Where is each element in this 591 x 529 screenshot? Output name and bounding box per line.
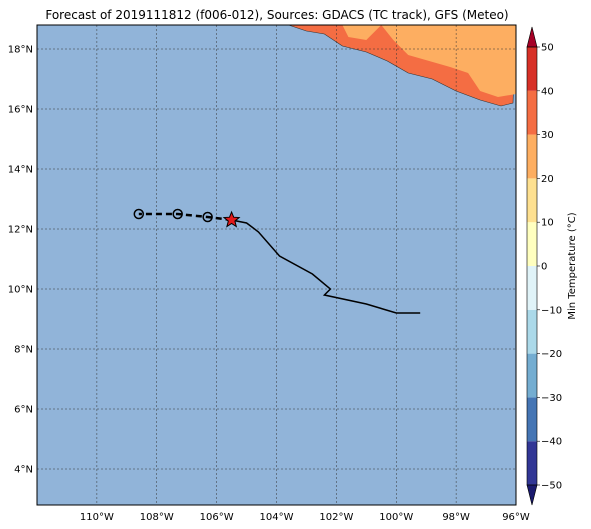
colorbar-tick-label: 40 bbox=[541, 86, 554, 97]
colorbar-label: Min Temperature (°C) bbox=[567, 212, 578, 319]
colorbar-extend-high bbox=[526, 26, 538, 48]
colorbar-tick-label: 0 bbox=[541, 262, 547, 273]
longitude-tick-label: 108°W bbox=[140, 512, 174, 523]
forecast-position-marker bbox=[133, 208, 145, 220]
map-panel: 110°W 108°W 106°W 104°W 102°W 100°W 98°W 96°W 4… bbox=[8, 24, 530, 523]
colorbar-tick-label: −50 bbox=[541, 481, 562, 492]
colorbar-tick-label: −20 bbox=[541, 349, 562, 360]
colorbar-band bbox=[527, 90, 537, 135]
colorbar-band bbox=[527, 222, 537, 266]
longitude-tick-label: 110°W bbox=[80, 512, 114, 523]
forecast-track-line bbox=[138, 212, 232, 222]
forecast-position-marker bbox=[202, 211, 213, 223]
colorbar-band bbox=[527, 178, 537, 223]
forecast-position-marker bbox=[172, 208, 183, 220]
colorbar-band bbox=[527, 397, 537, 442]
figure-title: Forecast of 2019111812 (f006-012), Sourc… bbox=[45, 8, 508, 22]
map-frame bbox=[36, 24, 517, 506]
past-track-line bbox=[231, 219, 421, 314]
longitude-tick-label: 98°W bbox=[442, 512, 470, 523]
colorbar-extend-low bbox=[526, 484, 538, 506]
longitude-tick-label: 96°W bbox=[502, 512, 530, 523]
longitude-tick-label: 100°W bbox=[379, 512, 413, 523]
colorbar-tick-label: 20 bbox=[541, 174, 554, 185]
land-layer bbox=[288, 25, 516, 107]
current-position-star-icon bbox=[222, 210, 241, 228]
longitude-tick-label: 106°W bbox=[200, 512, 234, 523]
longitude-tick-label: 102°W bbox=[319, 512, 353, 523]
colorbar-tick-label: 10 bbox=[541, 218, 554, 229]
colorbar-tick-label: −10 bbox=[541, 305, 562, 316]
latitude-tick-label: 16°N bbox=[8, 105, 33, 116]
land-mild-region bbox=[381, 25, 516, 97]
colorbar-band bbox=[527, 47, 537, 91]
colorbar-tick-label: −40 bbox=[541, 437, 562, 448]
latitude-tick-label: 10°N bbox=[8, 285, 33, 296]
latitude-tick-label: 12°N bbox=[8, 225, 33, 236]
latitude-tick-label: 18°N bbox=[8, 45, 33, 56]
colorbar-band bbox=[527, 266, 537, 310]
colorbar-band bbox=[527, 353, 537, 398]
colorbar-band bbox=[527, 441, 537, 485]
land-mild-region-2 bbox=[342, 25, 382, 40]
colorbar-band bbox=[527, 309, 537, 354]
longitude-axis: 110°W 108°W 106°W 104°W 102°W 100°W 98°W 96°W bbox=[80, 512, 530, 523]
longitude-tick-label: 104°W bbox=[260, 512, 294, 523]
cyclone-track bbox=[133, 208, 421, 314]
colorbar-tick-label: −30 bbox=[541, 393, 562, 404]
latitude-tick-label: 8°N bbox=[14, 345, 33, 356]
colorbar-tick-label: 30 bbox=[541, 130, 554, 141]
latitude-tick-label: 6°N bbox=[14, 405, 33, 416]
colorbar: 50 40 30 20 10 0 −10 −20 −30 −40 −50 Min Temperatur… bbox=[526, 26, 578, 506]
graticule bbox=[37, 25, 516, 505]
latitude-tick-label: 14°N bbox=[8, 165, 33, 176]
latitude-tick-label: 4°N bbox=[14, 465, 33, 476]
colorbar-tick-label: 50 bbox=[541, 43, 554, 54]
latitude-axis: 4°N 6°N 8°N 10°N 12°N 14°N 16°N 18°N bbox=[8, 45, 33, 476]
colorbar-band bbox=[527, 134, 537, 179]
